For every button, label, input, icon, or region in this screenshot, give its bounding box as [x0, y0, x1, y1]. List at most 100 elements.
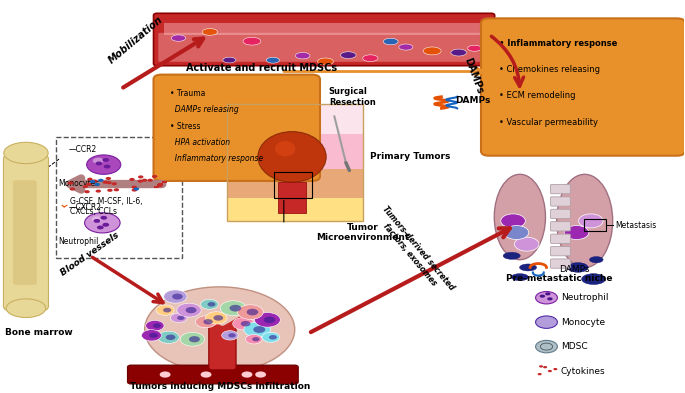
Ellipse shape	[557, 174, 612, 268]
Ellipse shape	[503, 252, 520, 259]
Circle shape	[70, 187, 75, 191]
FancyBboxPatch shape	[158, 33, 490, 62]
Ellipse shape	[468, 45, 482, 51]
Ellipse shape	[145, 287, 295, 372]
Text: DAMPs releasing: DAMPs releasing	[170, 105, 238, 114]
Circle shape	[242, 371, 253, 378]
Circle shape	[244, 322, 271, 337]
Ellipse shape	[495, 174, 545, 260]
Circle shape	[177, 316, 184, 320]
Text: • Stress: • Stress	[170, 121, 201, 130]
Circle shape	[247, 309, 258, 315]
Ellipse shape	[384, 38, 398, 45]
Circle shape	[164, 290, 187, 303]
Circle shape	[163, 308, 171, 312]
Circle shape	[146, 320, 164, 331]
Ellipse shape	[202, 29, 218, 35]
Circle shape	[97, 226, 103, 230]
Text: Neutrophil: Neutrophil	[58, 237, 99, 246]
Text: Cytokines: Cytokines	[561, 367, 606, 376]
Circle shape	[255, 312, 280, 327]
Text: Activate and recruit MDSCs: Activate and recruit MDSCs	[186, 63, 337, 73]
Circle shape	[228, 333, 236, 338]
Text: —CCR2: —CCR2	[68, 145, 97, 154]
Circle shape	[87, 155, 121, 174]
Text: Pre-metastatic niche: Pre-metastatic niche	[506, 274, 612, 283]
Circle shape	[180, 332, 205, 346]
Circle shape	[158, 331, 179, 343]
Circle shape	[171, 313, 187, 323]
Circle shape	[129, 178, 135, 181]
Circle shape	[201, 299, 219, 309]
Circle shape	[206, 312, 227, 324]
Bar	[227, 134, 363, 169]
Text: Monocyte: Monocyte	[561, 318, 605, 327]
Circle shape	[114, 188, 119, 191]
Circle shape	[83, 185, 88, 188]
Circle shape	[92, 158, 103, 164]
Text: —CXCR2: —CXCR2	[68, 203, 101, 212]
Circle shape	[166, 334, 175, 340]
Circle shape	[222, 331, 238, 340]
Circle shape	[264, 316, 275, 323]
FancyBboxPatch shape	[551, 246, 571, 256]
Ellipse shape	[266, 57, 279, 63]
Circle shape	[579, 214, 603, 228]
Bar	[158, 183, 163, 185]
Circle shape	[538, 373, 542, 375]
Bar	[278, 182, 306, 213]
Text: G-CSF, M-CSF, IL-6,
CXCLs, CCLs: G-CSF, M-CSF, IL-6, CXCLs, CCLs	[70, 197, 142, 216]
Circle shape	[547, 298, 553, 300]
Text: DAMPs: DAMPs	[559, 265, 589, 274]
FancyBboxPatch shape	[551, 209, 571, 219]
Ellipse shape	[362, 55, 378, 62]
Circle shape	[172, 294, 183, 299]
Ellipse shape	[4, 142, 48, 163]
FancyBboxPatch shape	[3, 154, 49, 311]
Bar	[227, 105, 363, 221]
Text: DAMPs: DAMPs	[462, 56, 484, 95]
Text: • ECM remodeling: • ECM remodeling	[499, 91, 576, 100]
Text: • Vascular permeability: • Vascular permeability	[499, 118, 599, 127]
Circle shape	[100, 216, 107, 220]
Ellipse shape	[295, 53, 310, 59]
Circle shape	[98, 179, 103, 182]
Circle shape	[84, 190, 90, 193]
Ellipse shape	[318, 58, 334, 65]
Ellipse shape	[171, 35, 186, 41]
Text: Neutrophil: Neutrophil	[561, 293, 608, 302]
Ellipse shape	[340, 52, 356, 59]
Circle shape	[221, 301, 247, 316]
Circle shape	[107, 189, 112, 192]
Circle shape	[102, 158, 109, 162]
Circle shape	[545, 292, 551, 296]
Circle shape	[208, 302, 216, 307]
Text: • Inflammatory response: • Inflammatory response	[499, 39, 618, 48]
Ellipse shape	[590, 257, 603, 263]
Circle shape	[229, 305, 241, 312]
Circle shape	[142, 330, 162, 341]
Circle shape	[539, 365, 543, 367]
Circle shape	[177, 303, 201, 317]
Circle shape	[132, 189, 137, 192]
Circle shape	[134, 187, 139, 191]
Ellipse shape	[223, 57, 236, 63]
Ellipse shape	[258, 132, 326, 182]
Bar	[164, 22, 484, 35]
Circle shape	[548, 370, 552, 372]
Text: • Trauma: • Trauma	[170, 89, 206, 98]
Circle shape	[536, 316, 558, 329]
Circle shape	[203, 319, 213, 325]
Text: HPA activation: HPA activation	[170, 138, 230, 147]
Circle shape	[214, 315, 223, 321]
Circle shape	[201, 371, 212, 378]
Circle shape	[536, 292, 558, 304]
Circle shape	[253, 326, 265, 333]
Circle shape	[262, 332, 279, 342]
Circle shape	[543, 366, 547, 368]
Circle shape	[160, 371, 171, 378]
Circle shape	[86, 183, 92, 186]
FancyBboxPatch shape	[551, 222, 571, 231]
Circle shape	[149, 333, 158, 338]
FancyBboxPatch shape	[551, 259, 571, 268]
